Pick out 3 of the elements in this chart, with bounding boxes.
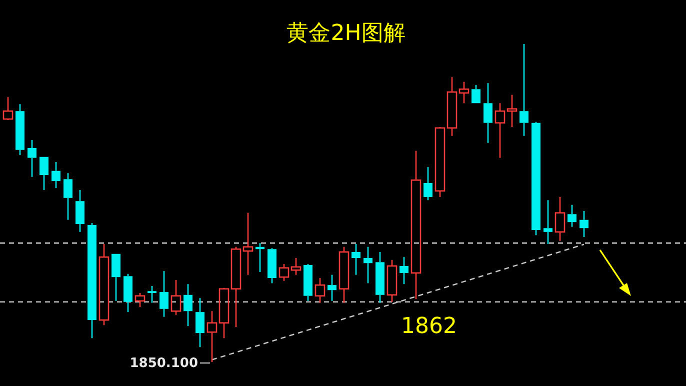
chart-title: 黄金2H图解 — [286, 21, 406, 46]
annotation: 1850.100 — [130, 356, 198, 371]
annotation: 1862 — [401, 314, 457, 339]
